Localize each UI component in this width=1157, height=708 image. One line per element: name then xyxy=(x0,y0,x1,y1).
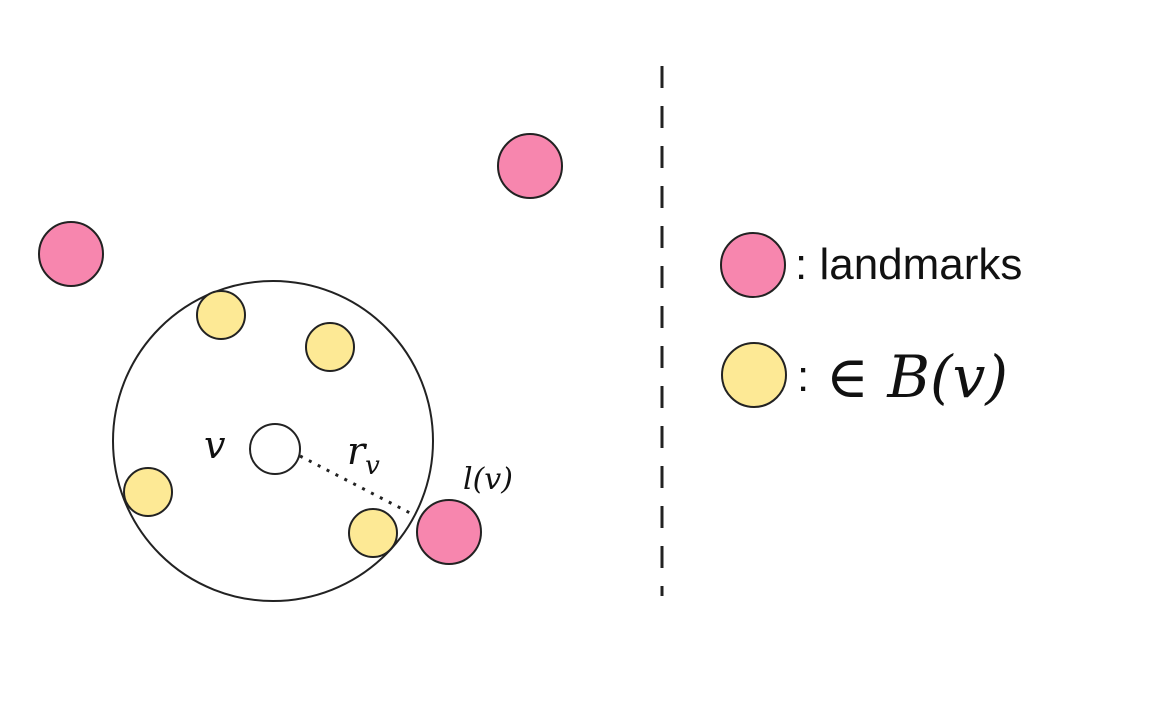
ball-member-node xyxy=(123,467,173,517)
radius-line xyxy=(299,454,413,516)
label-l-of-v: l(v) xyxy=(463,462,513,497)
legend-ball-member-swatch xyxy=(721,342,787,408)
ball-member-node xyxy=(305,322,355,372)
ball-member-node xyxy=(348,508,398,558)
landmark-node xyxy=(497,133,563,199)
label-r-v: rv xyxy=(347,429,380,481)
legend-landmarks-label: : landmarks xyxy=(795,240,1022,289)
ball-boundary-circle xyxy=(112,280,434,602)
label-r-subscript: v xyxy=(365,451,380,481)
ball-member-node xyxy=(196,290,246,340)
label-r: r xyxy=(347,429,368,473)
legend-landmark-swatch xyxy=(720,232,786,298)
center-node-v xyxy=(249,423,301,475)
legend: : landmarks : ∈ B(v) xyxy=(720,232,1022,411)
legend-ball-math: ∈ B(v) xyxy=(826,343,1008,411)
landmark-node-l-of-v xyxy=(416,499,482,565)
label-v: v xyxy=(204,423,226,467)
legend-ball-colon: : xyxy=(797,352,809,401)
landmark-node xyxy=(38,221,104,287)
